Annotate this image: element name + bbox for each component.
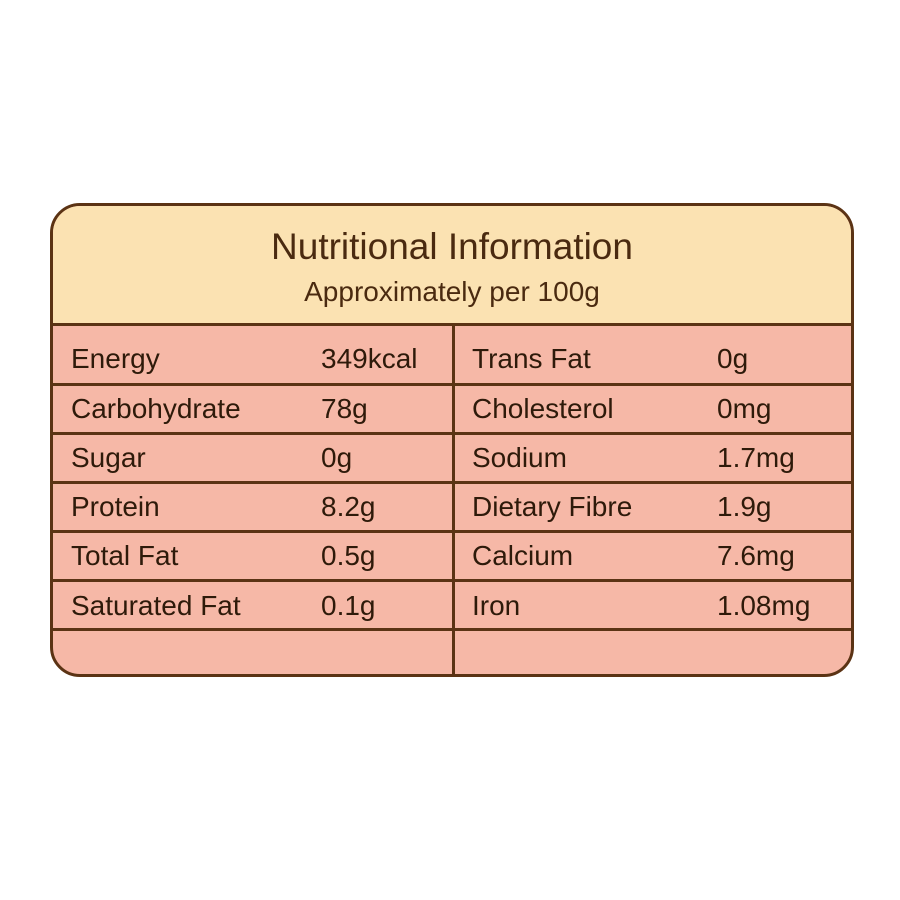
nutrient-value: 0.5g	[321, 540, 376, 571]
nutrient-name: Carbohydrate	[71, 393, 241, 424]
nutrient-name: Calcium	[472, 540, 574, 571]
nutrient-value: 1.7mg	[717, 442, 795, 473]
nutrient-name: Dietary Fibre	[472, 491, 633, 522]
nutrient-name: Iron	[472, 590, 521, 621]
row-divider	[53, 481, 851, 484]
nutrition-table: Nutritional Information Approximately pe…	[50, 203, 854, 677]
table-title: Nutritional Information	[271, 226, 633, 267]
nutrient-value: 78g	[321, 393, 368, 424]
nutrient-value: 349kcal	[321, 343, 418, 374]
nutrient-value: 0g	[321, 442, 353, 473]
nutrient-value: 0g	[717, 343, 749, 374]
table-header: Nutritional Information Approximately pe…	[53, 206, 851, 326]
nutrient-name: Protein	[71, 491, 160, 522]
row-divider	[53, 628, 851, 631]
nutrient-name: Saturated Fat	[71, 590, 241, 621]
nutrient-value: 0mg	[717, 393, 772, 424]
table-subtitle: Approximately per 100g	[304, 276, 600, 307]
nutrient-name: Cholesterol	[472, 393, 614, 424]
nutrient-value: 7.6mg	[717, 540, 795, 571]
row-divider	[53, 530, 851, 533]
row-divider	[53, 383, 851, 386]
nutrient-name: Sugar	[71, 442, 146, 473]
nutrient-name: Sodium	[472, 442, 567, 473]
nutrient-name: Energy	[71, 343, 160, 374]
nutrient-value: 1.9g	[717, 491, 772, 522]
column-divider	[452, 326, 455, 674]
nutrient-name: Trans Fat	[472, 343, 591, 374]
nutrient-value: 8.2g	[321, 491, 376, 522]
nutrient-name: Total Fat	[71, 540, 179, 571]
nutrient-value: 1.08mg	[717, 590, 811, 621]
row-divider	[53, 579, 851, 582]
row-divider	[53, 432, 851, 435]
nutrient-value: 0.1g	[321, 590, 376, 621]
